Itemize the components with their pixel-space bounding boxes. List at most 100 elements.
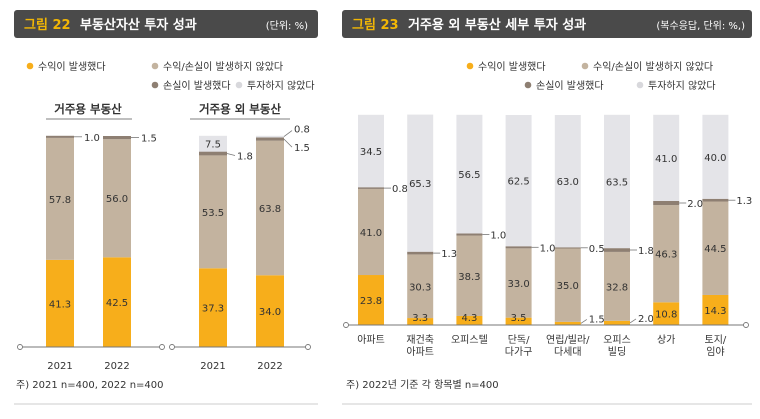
data-label-profit: 10.8 — [655, 310, 677, 321]
callout-line-loss — [226, 153, 236, 156]
figure-23-label: 그림 23 — [352, 18, 399, 33]
baseline-end-dot — [743, 322, 749, 328]
data-label-no_invest: 63.0 — [557, 177, 579, 188]
bar-segment-no_invest — [604, 114, 630, 249]
data-label-mixed: 35.0 — [557, 281, 579, 292]
bar-segment-profit — [358, 275, 384, 325]
legend-label-profit: 수익이 발생했다 — [478, 60, 546, 73]
data-label-profit: 3.5 — [511, 313, 527, 324]
bar-segment-loss — [407, 251, 434, 255]
figure-22-unit: (단위: %) — [266, 19, 308, 32]
x-tick-label: 아파트 — [357, 334, 385, 346]
bar-segment-loss — [604, 248, 630, 252]
data-label-profit: 3.3 — [412, 313, 428, 324]
bar-segment-no_invest — [358, 114, 384, 188]
x-tick-label: 재건축 아파트 — [406, 334, 434, 358]
data-label-no_invest: 7.5 — [205, 140, 221, 151]
bar-segment-no_invest — [456, 114, 483, 234]
baseline-right-start-dot — [169, 344, 175, 350]
bar-segment-no_invest — [407, 114, 434, 252]
bar-segment-profit — [604, 320, 630, 325]
data-label-profit: 14.3 — [704, 306, 726, 317]
data-label-mixed: 57.8 — [49, 195, 71, 206]
legend-dot-profit — [26, 62, 34, 70]
bar-segment-loss — [456, 233, 483, 236]
bar-segment-mixed — [46, 137, 74, 260]
x-tick-label: 오피스텔 — [451, 334, 488, 346]
bar-segment-loss — [554, 247, 581, 249]
data-label-profit: 1.5 — [589, 314, 605, 325]
bar-segment-profit — [702, 294, 729, 325]
data-label-no_invest: 63.5 — [606, 178, 628, 189]
figure-23-title: 거주용 외 부동산 세부 투자 성과 — [408, 17, 586, 33]
data-label-mixed: 46.3 — [655, 250, 677, 261]
data-label-profit: 2.0 — [638, 314, 654, 325]
bar-segment-loss — [256, 137, 284, 141]
data-label-profit: 34.0 — [259, 307, 281, 318]
bar-segment-mixed — [407, 254, 434, 319]
x-tick-label: 오피스 빌딩 — [603, 334, 631, 358]
data-label-loss: 1.0 — [490, 231, 506, 242]
bar-segment-mixed — [358, 188, 384, 276]
data-label-mixed: 32.8 — [606, 282, 628, 293]
data-label-loss: 1.5 — [294, 143, 310, 154]
baseline-right-end-dot — [305, 344, 311, 350]
x-tick-label: 2021 — [47, 361, 72, 372]
bar-segment-loss — [358, 187, 384, 189]
legend-dot-loss — [524, 81, 532, 89]
legend-dot-no-invest — [235, 81, 243, 89]
legend-dot-mixed — [151, 62, 159, 70]
x-tick-label: 2021 — [200, 361, 225, 372]
data-label-profit: 37.3 — [202, 304, 224, 315]
figure-23-bars: 23.8 41.0 34.5 0.8 아파트 3.3 30.3 65.3 1.3 재건축 아파트 4.… — [357, 114, 752, 358]
figure-23-unit: (복수응답, 단위: %,) — [656, 19, 745, 32]
data-label-mixed: 38.3 — [458, 272, 480, 283]
figure-22-bars: 41.3 57.8 1.0 2021 42.5 56.0 1.5 2022 37.3 53.5 7.… — [46, 125, 310, 372]
legend-dot-loss — [151, 81, 159, 89]
data-label-profit: 4.3 — [461, 313, 477, 324]
data-label-loss: 1.3 — [441, 249, 457, 260]
bar-segment-no_invest — [554, 115, 581, 248]
data-label-profit: 41.3 — [49, 299, 71, 310]
data-label-loss: 1.8 — [237, 152, 253, 163]
data-label-mixed: 63.8 — [259, 204, 281, 215]
baseline-left-end-dot — [159, 344, 165, 350]
bar-segment-profit — [256, 275, 284, 347]
bar-segment-profit — [653, 302, 680, 325]
baseline-left-start-dot — [17, 344, 23, 350]
data-label-loss: 1.8 — [638, 246, 654, 257]
bar-segment-mixed — [604, 251, 630, 321]
data-label-mixed: 56.0 — [106, 194, 128, 205]
bar-segment-no_invest — [256, 135, 284, 138]
data-label-loss: 1.3 — [736, 196, 752, 207]
bar-segment-loss — [653, 200, 680, 206]
figure-23-header — [342, 10, 752, 38]
x-tick-label: 상가 — [657, 334, 675, 346]
x-tick-label: 연립/빌라/다세대 — [546, 333, 590, 358]
legend-label-no-invest: 투자하지 않았다 — [648, 79, 716, 92]
legend-dot-mixed — [581, 62, 589, 70]
callout-line-profit — [580, 319, 588, 324]
data-label-loss: 2.0 — [687, 199, 703, 210]
bar-segment-profit — [554, 321, 581, 325]
legend-label-profit: 수익이 발생했다 — [38, 60, 106, 73]
x-tick-label: 2022 — [257, 361, 282, 372]
figure-23-note: 주) 2022년 기준 각 항목별 n=400 — [346, 379, 499, 391]
bar-segment-profit — [407, 318, 434, 325]
bar-segment-no_invest — [199, 135, 227, 152]
data-label-mixed: 53.5 — [202, 208, 224, 219]
legend-label-loss: 손실이 발생했다 — [536, 79, 604, 92]
data-label-loss: 1.0 — [540, 243, 556, 254]
data-label-mixed: 30.3 — [409, 282, 431, 293]
callout-line-loss — [283, 138, 293, 148]
legend-dot-profit — [466, 62, 474, 70]
figure-22-legend: 수익이 발생했다 수익/손실이 발생하지 않았다 손실이 발생했다 투자하지 않… — [26, 60, 315, 92]
bar-segment-no_invest — [653, 114, 680, 201]
data-label-no_invest: 34.5 — [360, 147, 382, 158]
bar-segment-mixed — [256, 140, 284, 276]
bar-segment-profit — [505, 317, 532, 325]
data-label-loss: 1.5 — [141, 134, 157, 145]
figure-22: 그림 22 부동산자산 투자 성과 (단위: %) 수익이 발생했다 수익/손실… — [14, 10, 318, 405]
data-label-no_invest: 65.3 — [409, 179, 431, 190]
